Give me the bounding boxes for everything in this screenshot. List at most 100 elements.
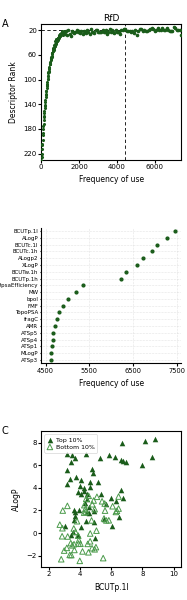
Point bbox=[49, 355, 52, 365]
Bottom 10% bbox=[89, 536, 92, 546]
Point bbox=[82, 281, 85, 290]
Top 10% bbox=[64, 521, 67, 531]
Point bbox=[50, 53, 53, 62]
Top 10% bbox=[109, 493, 112, 503]
Bottom 10% bbox=[111, 502, 114, 511]
Bottom 10% bbox=[91, 544, 94, 553]
Top 10% bbox=[140, 460, 143, 470]
Point bbox=[107, 27, 110, 37]
Point bbox=[156, 23, 159, 33]
Point bbox=[54, 39, 57, 49]
Point bbox=[86, 25, 89, 35]
Top 10% bbox=[69, 530, 72, 539]
Point bbox=[50, 52, 53, 61]
Point bbox=[147, 25, 150, 35]
Point bbox=[95, 25, 98, 34]
Point bbox=[46, 77, 49, 86]
Top 10% bbox=[97, 477, 100, 487]
Bottom 10% bbox=[95, 492, 98, 502]
Point bbox=[53, 40, 56, 49]
Point bbox=[105, 25, 108, 35]
Point bbox=[85, 28, 88, 38]
Top 10% bbox=[74, 453, 77, 463]
Top 10% bbox=[87, 508, 90, 518]
Point bbox=[82, 26, 85, 35]
Point bbox=[67, 26, 70, 35]
Point bbox=[45, 86, 48, 96]
Point bbox=[91, 27, 94, 37]
Top 10% bbox=[86, 507, 89, 517]
Bottom 10% bbox=[77, 539, 80, 548]
Bottom 10% bbox=[93, 505, 96, 514]
Point bbox=[57, 308, 60, 317]
Title: RfD: RfD bbox=[103, 14, 119, 23]
Point bbox=[55, 36, 58, 46]
Top 10% bbox=[117, 512, 120, 522]
Text: A: A bbox=[2, 19, 8, 29]
Bottom 10% bbox=[94, 542, 97, 552]
Point bbox=[45, 80, 48, 89]
Bottom 10% bbox=[73, 539, 76, 549]
Point bbox=[156, 240, 159, 250]
Point bbox=[140, 24, 143, 34]
Top 10% bbox=[153, 434, 156, 443]
Point bbox=[98, 27, 101, 37]
X-axis label: Frequency of use: Frequency of use bbox=[79, 379, 144, 388]
Point bbox=[62, 26, 65, 35]
Point bbox=[60, 29, 63, 39]
X-axis label: Frequency of use: Frequency of use bbox=[79, 175, 144, 184]
Bottom 10% bbox=[103, 499, 106, 508]
Point bbox=[45, 83, 48, 92]
Bottom 10% bbox=[78, 556, 81, 566]
Point bbox=[72, 27, 75, 37]
Point bbox=[62, 28, 65, 37]
Point bbox=[50, 349, 53, 358]
Point bbox=[51, 49, 54, 58]
Point bbox=[152, 25, 155, 34]
Point bbox=[138, 24, 141, 34]
Bottom 10% bbox=[102, 553, 105, 563]
Point bbox=[122, 25, 125, 34]
Point bbox=[63, 29, 66, 39]
Point bbox=[47, 67, 50, 76]
Top 10% bbox=[77, 530, 80, 539]
Point bbox=[158, 25, 161, 35]
Point bbox=[60, 29, 63, 38]
Point bbox=[143, 25, 146, 35]
Point bbox=[56, 34, 59, 43]
Point bbox=[79, 28, 82, 38]
Point bbox=[144, 26, 147, 36]
Point bbox=[56, 33, 59, 43]
Point bbox=[132, 28, 135, 38]
Top 10% bbox=[92, 517, 95, 527]
Point bbox=[146, 26, 149, 35]
Point bbox=[53, 43, 56, 53]
Point bbox=[57, 31, 60, 41]
Point bbox=[49, 53, 52, 63]
Point bbox=[61, 26, 64, 36]
Bottom 10% bbox=[71, 541, 74, 550]
Point bbox=[125, 267, 128, 277]
Point bbox=[40, 149, 43, 159]
Point bbox=[149, 24, 152, 34]
Point bbox=[150, 23, 153, 32]
Top 10% bbox=[122, 493, 125, 503]
Point bbox=[51, 49, 54, 58]
Bottom 10% bbox=[72, 524, 75, 533]
Point bbox=[43, 111, 46, 121]
Point bbox=[155, 25, 158, 35]
Point bbox=[124, 25, 127, 34]
Bottom 10% bbox=[61, 532, 64, 541]
Point bbox=[52, 45, 55, 55]
Top 10% bbox=[85, 489, 88, 499]
Point bbox=[58, 31, 61, 41]
Bottom 10% bbox=[68, 550, 71, 560]
Point bbox=[127, 26, 130, 36]
Point bbox=[55, 37, 58, 46]
Point bbox=[180, 31, 183, 40]
Point bbox=[40, 152, 43, 162]
Point bbox=[87, 28, 90, 37]
Point bbox=[51, 46, 54, 56]
Top 10% bbox=[72, 505, 75, 515]
Top 10% bbox=[115, 496, 118, 506]
